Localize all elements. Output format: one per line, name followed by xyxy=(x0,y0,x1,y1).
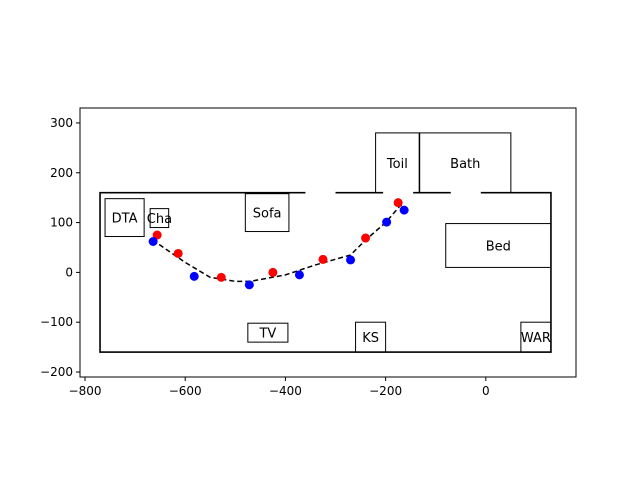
blue-point xyxy=(189,271,199,281)
red-point xyxy=(152,230,162,240)
blue-point xyxy=(294,270,304,280)
room-label-sofa: Sofa xyxy=(253,207,282,222)
room-box-tv xyxy=(247,322,289,343)
room-box-dta xyxy=(104,198,145,238)
room-label-war: WAR xyxy=(521,331,551,346)
room-label-bed: Bed xyxy=(486,239,511,254)
points-layer xyxy=(148,198,409,290)
rooms-layer: DTA Cha Sofa Toil Bath Bed TV KS WAR xyxy=(104,132,552,353)
y-tick-label: −100 xyxy=(40,315,73,329)
room-label-ks: KS xyxy=(362,331,379,346)
room-label-toil: Toil xyxy=(386,157,408,172)
blue-point xyxy=(382,217,392,227)
y-tick-label: 200 xyxy=(50,166,73,180)
room-label-cha: Cha xyxy=(147,212,172,227)
room-label-dta: DTA xyxy=(112,212,138,227)
red-point xyxy=(393,198,403,208)
red-point xyxy=(268,267,278,277)
axes-layer: −800 −600 −400 −200 0 −200 −100 0 100 200 300 xyxy=(40,107,577,398)
x-tick-label: 0 xyxy=(482,384,490,398)
x-tick-label: −400 xyxy=(269,384,302,398)
room-box-cha xyxy=(149,208,170,229)
red-point xyxy=(173,248,183,258)
walls-layer xyxy=(99,191,552,353)
blue-point xyxy=(148,237,158,247)
y-tick-label: 100 xyxy=(50,216,73,230)
blue-point xyxy=(346,255,356,265)
room-label-tv: TV xyxy=(258,327,276,342)
red-point xyxy=(216,272,226,282)
x-tick-label: −200 xyxy=(369,384,402,398)
y-tick-label: −200 xyxy=(40,365,73,379)
x-tick-label: −800 xyxy=(69,384,102,398)
room-label-bath: Bath xyxy=(450,157,480,172)
red-point xyxy=(318,254,328,264)
red-point xyxy=(361,233,371,243)
room-box-sofa xyxy=(244,193,290,233)
x-tick-label: −600 xyxy=(169,384,202,398)
y-tick-label: 0 xyxy=(65,265,73,279)
y-tick-label: 300 xyxy=(50,116,73,130)
blue-point xyxy=(399,205,409,215)
blue-point xyxy=(244,280,254,290)
plot-frame xyxy=(79,107,577,378)
